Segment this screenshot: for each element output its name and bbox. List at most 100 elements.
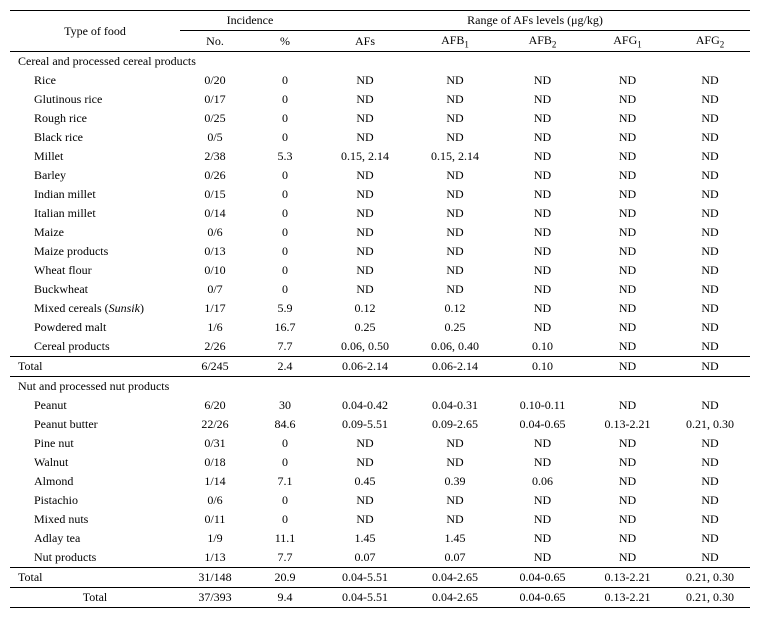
cell: 1.45 [410,529,500,548]
cell: ND [670,453,750,472]
cell: ND [500,510,585,529]
food-name: Pine nut [10,434,180,453]
cell: ND [670,109,750,128]
section-title: Cereal and processed cereal products [10,52,750,72]
cell: ND [320,491,410,510]
th-afs: AFs [320,31,410,52]
cell: 0.12 [320,299,410,318]
cell: 0/6 [180,491,250,510]
cell: 0 [250,223,320,242]
cell: ND [320,166,410,185]
cell: ND [500,166,585,185]
th-pct: % [250,31,320,52]
cell: ND [500,529,585,548]
cell: 0.39 [410,472,500,491]
cell: 1/9 [180,529,250,548]
cell: ND [410,71,500,90]
cell: 0.12 [410,299,500,318]
food-name: Almond [10,472,180,491]
th-range: Range of AFs levels (μg/kg) [320,11,750,31]
cell: 0.25 [410,318,500,337]
cell: 0.06, 0.40 [410,337,500,357]
cell: ND [410,261,500,280]
cell: 0 [250,71,320,90]
cell: 20.9 [250,568,320,588]
cell: 0/31 [180,434,250,453]
cell: ND [670,396,750,415]
food-name: Walnut [10,453,180,472]
cell: 0.10 [500,337,585,357]
cell: ND [585,261,670,280]
th-type: Type of food [10,11,180,52]
cell: ND [320,128,410,147]
cell: ND [670,510,750,529]
cell: ND [320,223,410,242]
food-name: Maize products [10,242,180,261]
th-afg2: AFG2 [670,31,750,52]
cell: 0.04-2.65 [410,588,500,608]
cell: 0.04-0.31 [410,396,500,415]
cell: 0.25 [320,318,410,337]
cell: ND [500,453,585,472]
cell: 31/148 [180,568,250,588]
cell: ND [320,510,410,529]
cell: ND [320,280,410,299]
cell: ND [585,299,670,318]
cell: ND [410,204,500,223]
food-name: Italian millet [10,204,180,223]
cell: 0 [250,128,320,147]
cell: ND [670,280,750,299]
cell: 0/11 [180,510,250,529]
cell: 5.3 [250,147,320,166]
cell: ND [670,90,750,109]
cell: 7.7 [250,548,320,568]
cell: ND [500,261,585,280]
cell: ND [670,223,750,242]
cell: ND [410,242,500,261]
food-name: Barley [10,166,180,185]
cell: 0.06, 0.50 [320,337,410,357]
cell: 0/6 [180,223,250,242]
cell: ND [320,261,410,280]
cell: ND [320,109,410,128]
cell: 0 [250,185,320,204]
cell: 1/14 [180,472,250,491]
cell: ND [670,299,750,318]
cell: 0.13-2.21 [585,568,670,588]
cell: 0.04-0.65 [500,588,585,608]
cell: ND [585,529,670,548]
cell: ND [585,357,670,377]
cell: ND [585,491,670,510]
cell: ND [500,299,585,318]
cell: ND [585,396,670,415]
cell: ND [670,472,750,491]
food-name: Black rice [10,128,180,147]
cell: 0.10-0.11 [500,396,585,415]
cell: 0.04-2.65 [410,568,500,588]
cell: ND [585,242,670,261]
cell: 7.1 [250,472,320,491]
cell: 16.7 [250,318,320,337]
cell: 6/245 [180,357,250,377]
th-afg1: AFG1 [585,31,670,52]
cell: 0.06-2.14 [410,357,500,377]
cell: 0.06-2.14 [320,357,410,377]
cell: 0/15 [180,185,250,204]
cell: 0.04-0.65 [500,568,585,588]
cell: 0.15, 2.14 [410,147,500,166]
cell: 0.09-5.51 [320,415,410,434]
cell: ND [585,280,670,299]
cell: ND [670,434,750,453]
cell: 0 [250,166,320,185]
cell: 84.6 [250,415,320,434]
cell: 0 [250,90,320,109]
cell: ND [320,71,410,90]
cell: 0.10 [500,357,585,377]
cell: 0/10 [180,261,250,280]
section-title: Nut and processed nut products [10,377,750,397]
cell: ND [320,90,410,109]
cell: 0.45 [320,472,410,491]
cell: ND [670,185,750,204]
cell: 0/17 [180,90,250,109]
cell: ND [320,453,410,472]
